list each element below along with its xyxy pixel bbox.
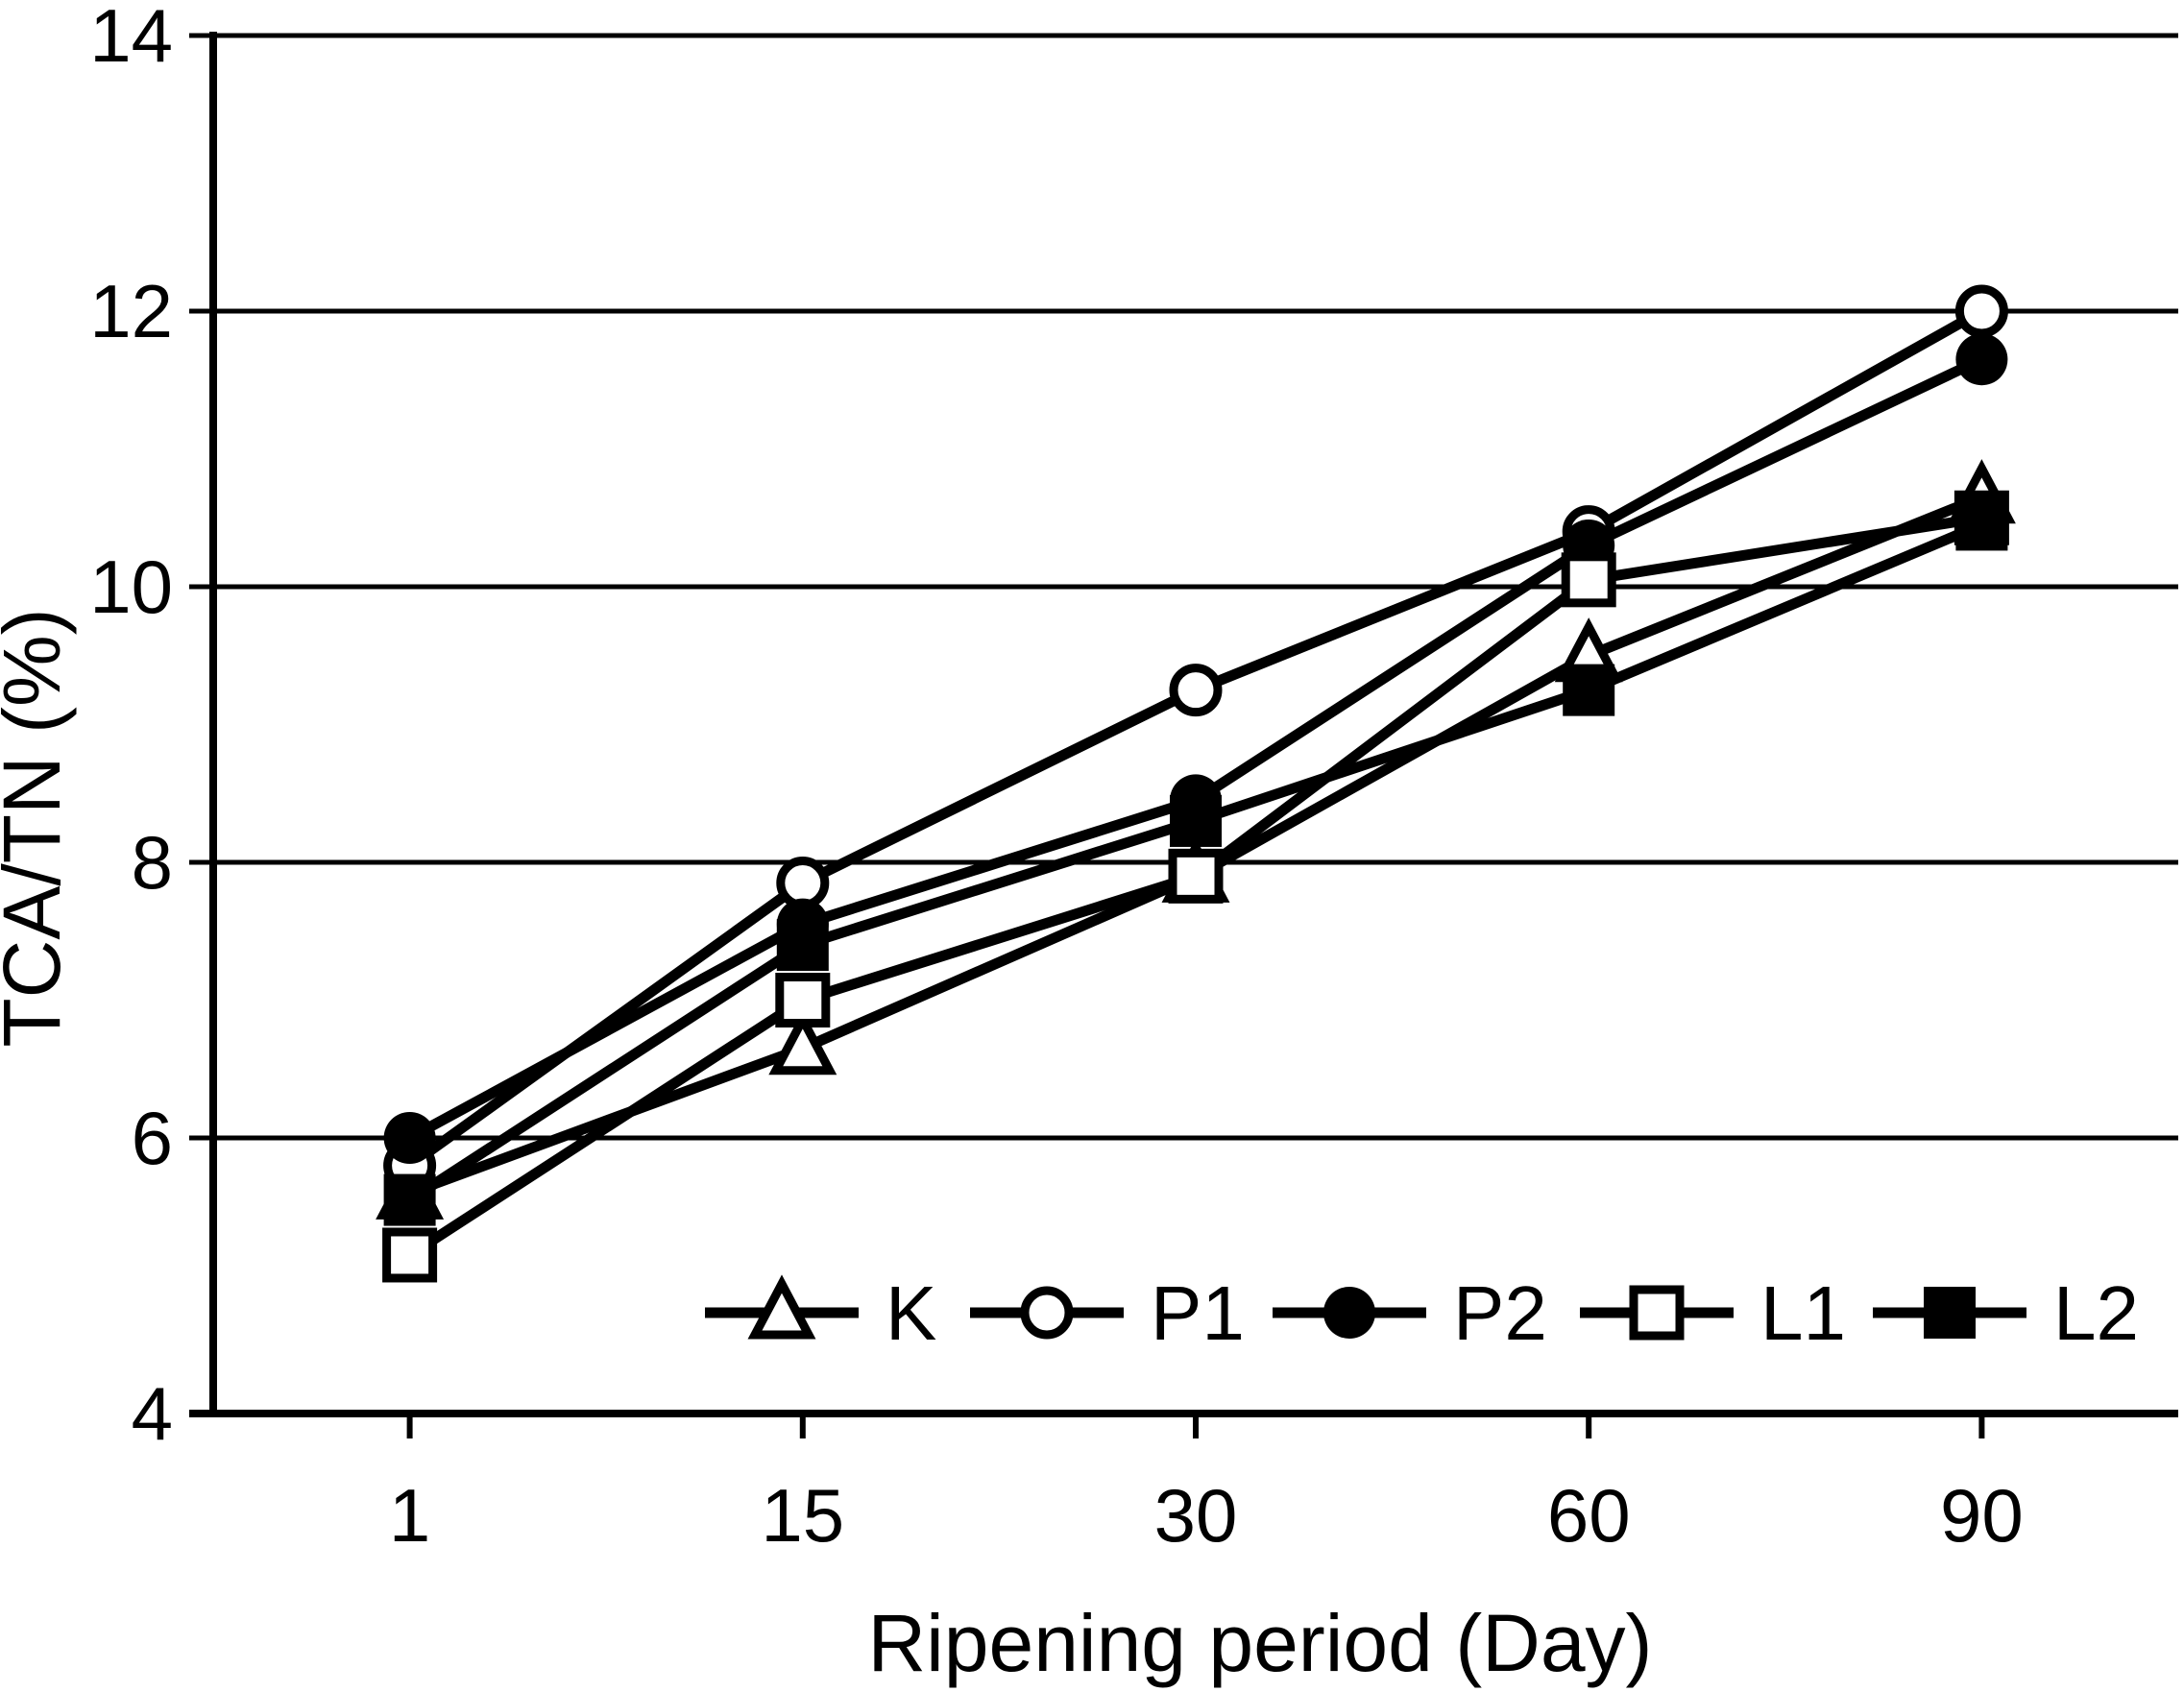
legend-marker-P2: [1323, 1287, 1375, 1339]
x-tick-label-30: 30: [1154, 1473, 1238, 1558]
legend-label-K: K: [886, 1270, 936, 1356]
legend: K P1 P2 L1 L2: [705, 1270, 2139, 1356]
legend-marker-K: [747, 1274, 816, 1340]
legend-label-L1: L1: [1760, 1270, 1846, 1356]
series-line-P2: [406, 354, 1984, 1143]
marker-P2-90: [1955, 333, 2008, 386]
marker-P2-1: [383, 1112, 436, 1164]
legend-marker-P1: [1020, 1286, 1074, 1340]
legend-item-L1: L1: [1580, 1270, 1846, 1356]
legend-item-L2: L2: [1873, 1270, 2139, 1356]
x-tick-label-1: 1: [389, 1473, 430, 1558]
legend-item-K: K: [705, 1270, 936, 1356]
legend-marker-L2: [1924, 1287, 1976, 1339]
x-tick-label-90: 90: [1940, 1473, 2024, 1558]
marker-P1-30: [1169, 664, 1223, 717]
y-tick-label-10: 10: [89, 544, 173, 629]
x-axis-title: Ripening period (Day): [867, 1598, 1652, 1688]
x-tick-label-60: 60: [1547, 1473, 1631, 1558]
marker-L1-60: [1561, 552, 1616, 608]
legend-label-P2: P2: [1453, 1270, 1547, 1356]
y-axis-title: TCA/TN (%): [0, 608, 77, 1047]
series-P2: [383, 333, 2008, 1164]
y-tick-label-6: 6: [132, 1096, 173, 1180]
legend-label-P1: P1: [1151, 1270, 1245, 1356]
y-tick-label-14: 14: [89, 0, 173, 78]
marker-L1-15: [775, 973, 831, 1027]
marker-K-15: [768, 1010, 837, 1076]
y-tick-label-12: 12: [89, 269, 173, 353]
marker-L1-1: [382, 1227, 438, 1283]
marker-P1-90: [1954, 284, 2008, 338]
marker-L2-90: [1955, 498, 2008, 551]
series-line-P1: [406, 306, 1985, 1171]
marker-L1-30: [1168, 848, 1224, 904]
legend-item-P2: P2: [1273, 1270, 1547, 1356]
marker-L2-15: [776, 919, 829, 972]
legend-item-P1: P1: [970, 1270, 1245, 1356]
x-tick-label-15: 15: [761, 1473, 844, 1558]
marker-L2-30: [1170, 794, 1222, 847]
series-layer: [376, 284, 2016, 1283]
marker-L2-1: [383, 1173, 436, 1226]
y-tick-label-8: 8: [132, 820, 173, 905]
legend-label-L2: L2: [2053, 1270, 2139, 1356]
axis-layer: 4 6 8 10 12 14 1 15 30 60 90: [89, 0, 2024, 1558]
marker-L2-60: [1563, 664, 1615, 716]
legend-marker-L1: [1629, 1285, 1685, 1341]
y-tick-label-4: 4: [132, 1371, 173, 1456]
series-L2: [383, 498, 2008, 1226]
